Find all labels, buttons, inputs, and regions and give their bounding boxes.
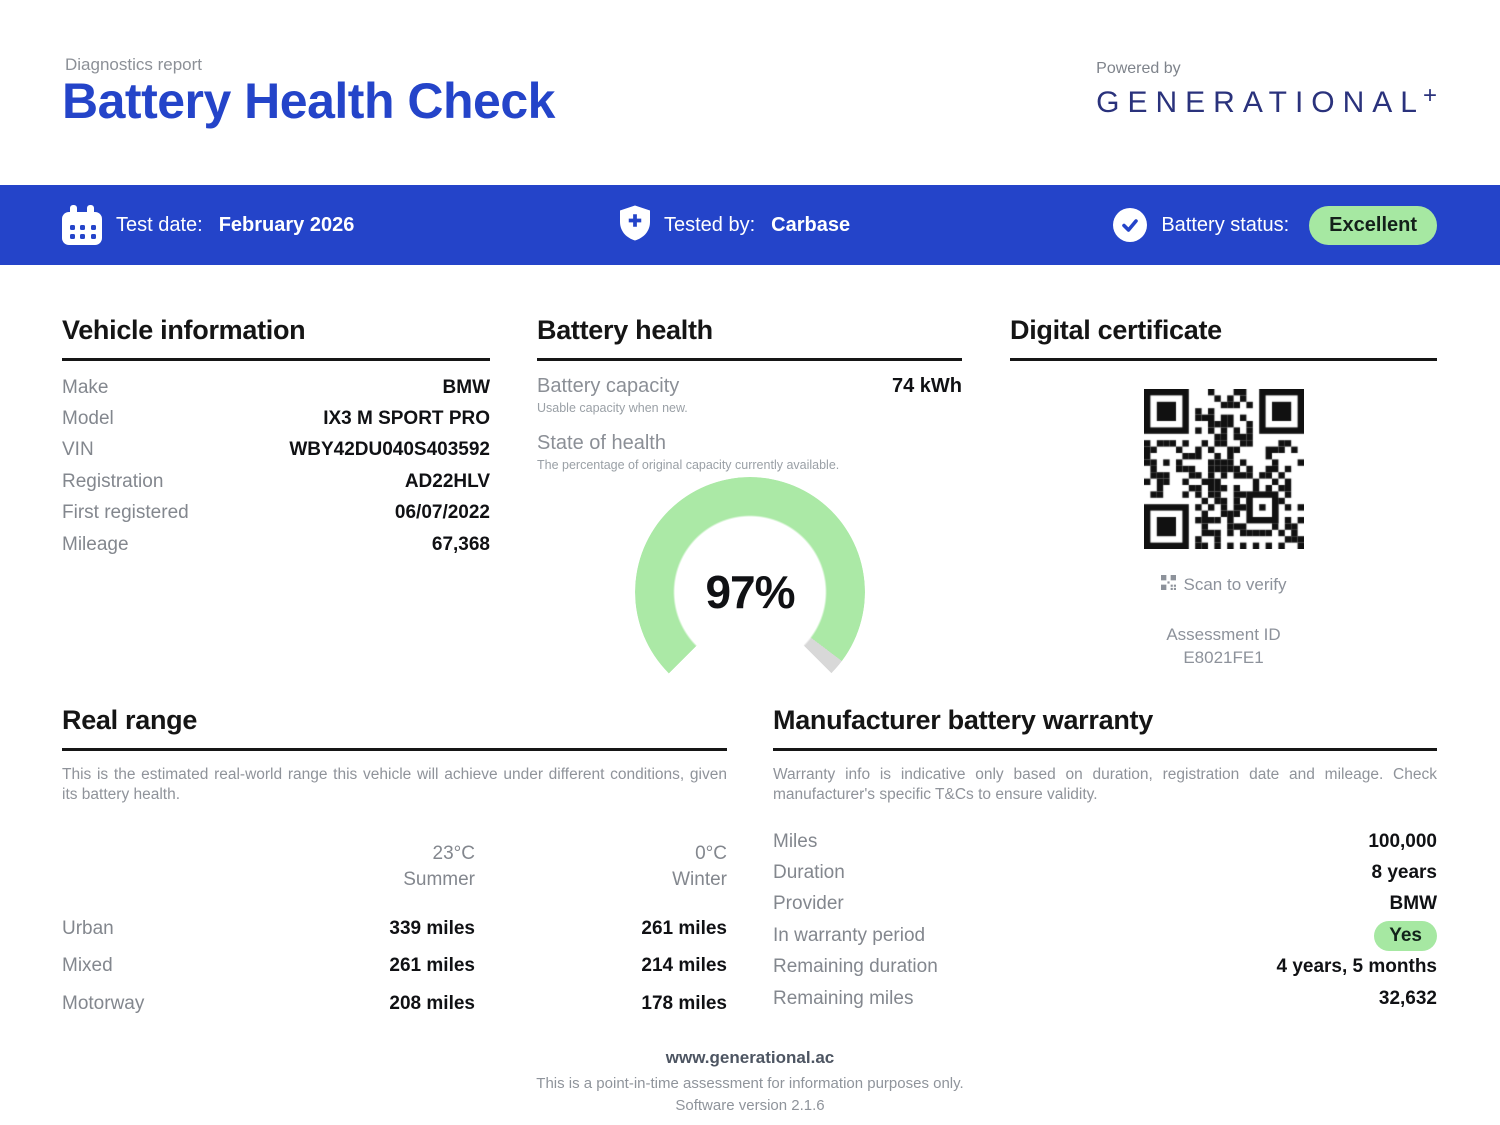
check-circle-icon [1113, 208, 1148, 242]
battery-capacity-row: Battery capacity 74 kWh [537, 375, 962, 398]
test-date-value: February 2026 [218, 213, 355, 236]
warranty-row-provider: Provider BMW [773, 893, 1437, 915]
battery-capacity-note: Usable capacity when new. [537, 401, 688, 415]
footer-disclaimer: This is a point-in-time assessment for i… [536, 1075, 964, 1092]
range-row-mixed-label: Mixed [62, 955, 113, 977]
tested-by-value: Carbase [771, 213, 851, 236]
digital-certificate-section: Digital certificate Scan to verify Asses… [1010, 315, 1437, 669]
section-rule [773, 748, 1437, 751]
battery-status-label: Battery status: [1161, 213, 1290, 236]
range-urban-winter: 261 miles [641, 917, 727, 939]
soh-gauge: 97% [635, 477, 865, 707]
warranty-description: Warranty info is indicative only based o… [773, 766, 1437, 803]
vehicle-row-vin: VIN WBY42DU040S403592 [62, 439, 490, 461]
test-date-group: Test date: February 2026 [62, 185, 354, 265]
range-row-motorway-label: Motorway [62, 992, 145, 1014]
brand-logo: GENERATIONAL+ [1096, 82, 1437, 120]
battery-capacity-label: Battery capacity [537, 375, 680, 397]
vehicle-row-make: Make BMW [62, 376, 490, 398]
scan-to-verify: Scan to verify [1010, 575, 1437, 595]
warranty-row-remaining-duration: Remaining duration 4 years, 5 months [773, 956, 1437, 978]
powered-by-label: Powered by [1096, 60, 1181, 77]
mini-qr-icon [1160, 575, 1176, 595]
section-title: Vehicle information [62, 315, 306, 345]
assessment-id-value: E8021FE1 [1183, 648, 1264, 667]
range-row-urban-label: Urban [62, 917, 114, 939]
brand-block: Powered by GENERATIONAL+ [1096, 60, 1437, 120]
real-range-section: Real range This is the estimated real-wo… [62, 705, 727, 1023]
vehicle-row-mileage: Mileage 67,368 [62, 533, 490, 555]
battery-health-section: Battery health Battery capacity 74 kWh U… [537, 315, 962, 472]
brand-word: GENERATIONAL [1096, 86, 1425, 119]
scan-to-verify-label: Scan to verify [1183, 575, 1287, 594]
calendar-icon [62, 205, 102, 245]
soh-gauge-value: 97% [705, 566, 795, 618]
section-title: Battery health [537, 315, 713, 345]
battery-status-group: Battery status: Excellent [1113, 185, 1437, 265]
range-header-row: 23°C Summer 0°C Winter [62, 841, 727, 893]
report-kicker: Diagnostics report [65, 55, 203, 74]
status-bar: Test date: February 2026 Tested by: Carb… [0, 185, 1500, 265]
section-title: Real range [62, 705, 198, 735]
warranty-row-remaining-miles: Remaining miles 32,632 [773, 987, 1437, 1009]
real-range-table: 23°C Summer 0°C Winter Urban 339 miles 2… [62, 841, 727, 1023]
range-col-summer: 23°C Summer [403, 843, 475, 890]
section-title: Digital certificate [1010, 315, 1222, 345]
range-motorway-winter: 178 miles [641, 992, 727, 1014]
section-rule [1010, 358, 1437, 361]
qr-code [1143, 389, 1304, 549]
vehicle-row-registration: Registration AD22HLV [62, 470, 490, 492]
page-title: Battery Health Check [62, 73, 555, 129]
section-title: Manufacturer battery warranty [773, 705, 1153, 735]
vehicle-row-first-registered: First registered 06/07/2022 [62, 502, 490, 524]
section-rule [62, 748, 727, 751]
brand-plus: + [1422, 82, 1437, 109]
footer-version: Software version 2.1.6 [675, 1097, 825, 1114]
footer-website: www.generational.ac [665, 1048, 835, 1067]
vehicle-information-section: Vehicle information Make BMW Model IX3 M S… [62, 315, 490, 560]
soh-gauge-arc [635, 477, 865, 707]
range-motorway-summer: 208 miles [389, 992, 475, 1014]
tested-by-group: Tested by: Carbase [620, 185, 850, 265]
warranty-row-duration: Duration 8 years [773, 862, 1437, 884]
footer: www.generational.ac This is a point-in-t… [0, 1048, 1500, 1114]
battery-capacity-value: 74 kWh [891, 375, 962, 397]
warranty-row-in-period: In warranty period Yes [773, 920, 1437, 951]
range-urban-summer: 339 miles [389, 917, 475, 939]
assessment-id-label: Assessment ID [1166, 625, 1281, 644]
battery-status-badge: Excellent [1309, 205, 1437, 245]
range-mixed-summer: 261 miles [389, 955, 475, 977]
range-col-winter: 0°C Winter [672, 843, 727, 890]
state-of-health-label: State of health [537, 432, 666, 454]
state-of-health-note: The percentage of original capacity curr… [537, 458, 840, 472]
range-mixed-winter: 214 miles [641, 955, 727, 977]
test-date-label: Test date: [116, 213, 203, 236]
section-rule [537, 358, 962, 361]
vehicle-row-model: Model IX3 M SPORT PRO [62, 408, 490, 430]
section-rule [62, 358, 490, 361]
tested-by-label: Tested by: [664, 213, 756, 236]
warranty-section: Manufacturer battery warranty Warranty i… [773, 705, 1437, 1014]
real-range-description: This is the estimated real-world range t… [62, 766, 727, 803]
in-warranty-badge: Yes [1374, 920, 1437, 951]
shield-plus-icon [620, 205, 650, 246]
warranty-row-miles: Miles 100,000 [773, 830, 1437, 852]
assessment-id-block: Assessment ID E8021FE1 [1010, 623, 1437, 669]
